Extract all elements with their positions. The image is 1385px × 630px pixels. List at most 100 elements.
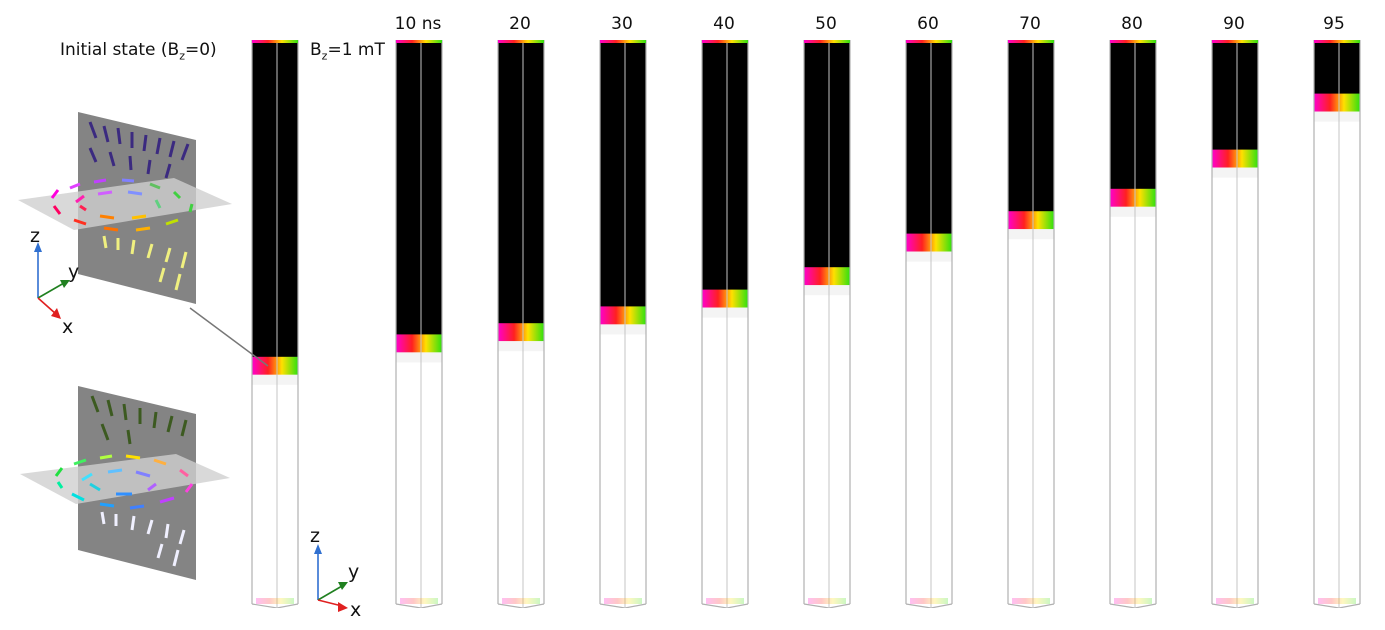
domain-wall [498,323,544,342]
prism-outline [1109,40,1157,608]
column-prism [701,40,749,608]
top-cap [1008,40,1054,43]
column-80ns [1104,40,1162,608]
column-prism [497,40,545,608]
column-50ns [798,40,856,608]
in-plane-vortex-arrows [50,178,194,232]
prism-outline [599,40,647,608]
field-label: Bz=1 mT [310,40,385,63]
time-label-10: 10 ns [394,14,442,34]
time-label-50: 50 [815,14,837,34]
domain-wall [804,267,850,286]
bottom-cap [1012,598,1050,604]
time-label-80: 80 [1121,14,1143,34]
domain-wall [396,334,442,353]
magnetized-core [498,42,544,334]
time-label-70: 70 [1019,14,1041,34]
wall-fade [702,307,748,318]
prism-outline [1211,40,1259,608]
column-10ns [390,40,448,608]
prism-outline [251,40,299,608]
wall-fade [1008,229,1054,240]
top-cap [1110,40,1156,43]
top-cap [498,40,544,43]
domain-wall [600,306,646,325]
column-20ns [492,40,550,608]
inset-axes-upper: z y x [30,226,79,336]
wall-fade [1110,206,1156,217]
bottom-cap [604,598,642,604]
domain-wall [1314,93,1360,112]
lower-horizontal-plane [20,454,230,504]
magnetized-core [600,42,646,317]
top-cap [906,40,952,43]
bottom-cap [256,598,294,604]
time-label-40: 40 [713,14,735,34]
bottom-cap [808,598,846,604]
magnetized-core [906,42,952,244]
initial-state-label: Initial state (Bz=0) [60,40,217,63]
top-cap [600,40,646,43]
top-cap [1314,40,1360,43]
magnetized-core [804,42,850,278]
main-axis-z-label: z [310,525,320,547]
wall-fade [804,285,850,296]
prism-outline [905,40,953,608]
bottom-cap [502,598,540,604]
lower-vertical-arrows-top [90,395,188,445]
time-label-90: 90 [1223,14,1245,34]
top-cap [1212,40,1258,43]
prism-outline [1313,40,1361,608]
magnetized-core [702,42,748,300]
column-prism [1211,40,1259,608]
time-label-60: 60 [917,14,939,34]
upper-inset-spin-texture [18,112,232,304]
column-prism [905,40,953,608]
bottom-cap [1216,598,1254,604]
column-prism [251,40,299,608]
top-cap [396,40,442,43]
time-label-20: 20 [509,14,531,34]
main-axes: z y x [310,525,361,620]
lower-inset-spin-texture [20,386,230,580]
column-prism [803,40,851,608]
column-90ns [1206,40,1264,608]
prism-outline [497,40,545,608]
domain-wall [252,356,298,375]
magnetized-core [252,42,298,367]
magnetized-core [1314,42,1360,104]
wall-fade [600,324,646,335]
domain-wall [1110,188,1156,207]
main-axis-x-label: x [350,599,361,620]
time-label-95: 95 [1323,14,1345,34]
axis-x-label: x [62,316,73,336]
top-cap [804,40,850,43]
column-prism [599,40,647,608]
wall-fade [396,352,442,363]
column-30ns [594,40,652,608]
axis-y-label: y [68,261,79,283]
horizontal-plane [18,178,232,230]
bottom-cap [400,598,438,604]
wall-fade [1212,167,1258,178]
wall-fade [1314,111,1360,122]
lower-vertical-arrows-bottom [100,511,186,567]
prism-outline [1007,40,1055,608]
prism-outline [803,40,851,608]
magnetized-core [1008,42,1054,222]
column-initial [246,40,304,608]
column-60ns [900,40,958,608]
top-cap [252,40,298,43]
main-axis-y-label: y [348,561,359,583]
domain-wall [1212,149,1258,168]
axis-z-label: z [30,226,40,247]
column-40ns [696,40,754,608]
magnetized-core [1212,42,1258,160]
wall-fade [252,374,298,385]
prism-outline [701,40,749,608]
domain-wall [906,233,952,252]
lower-in-plane-vortex-arrows [54,454,194,510]
time-label-30: 30 [611,14,633,34]
bottom-cap [1318,598,1356,604]
